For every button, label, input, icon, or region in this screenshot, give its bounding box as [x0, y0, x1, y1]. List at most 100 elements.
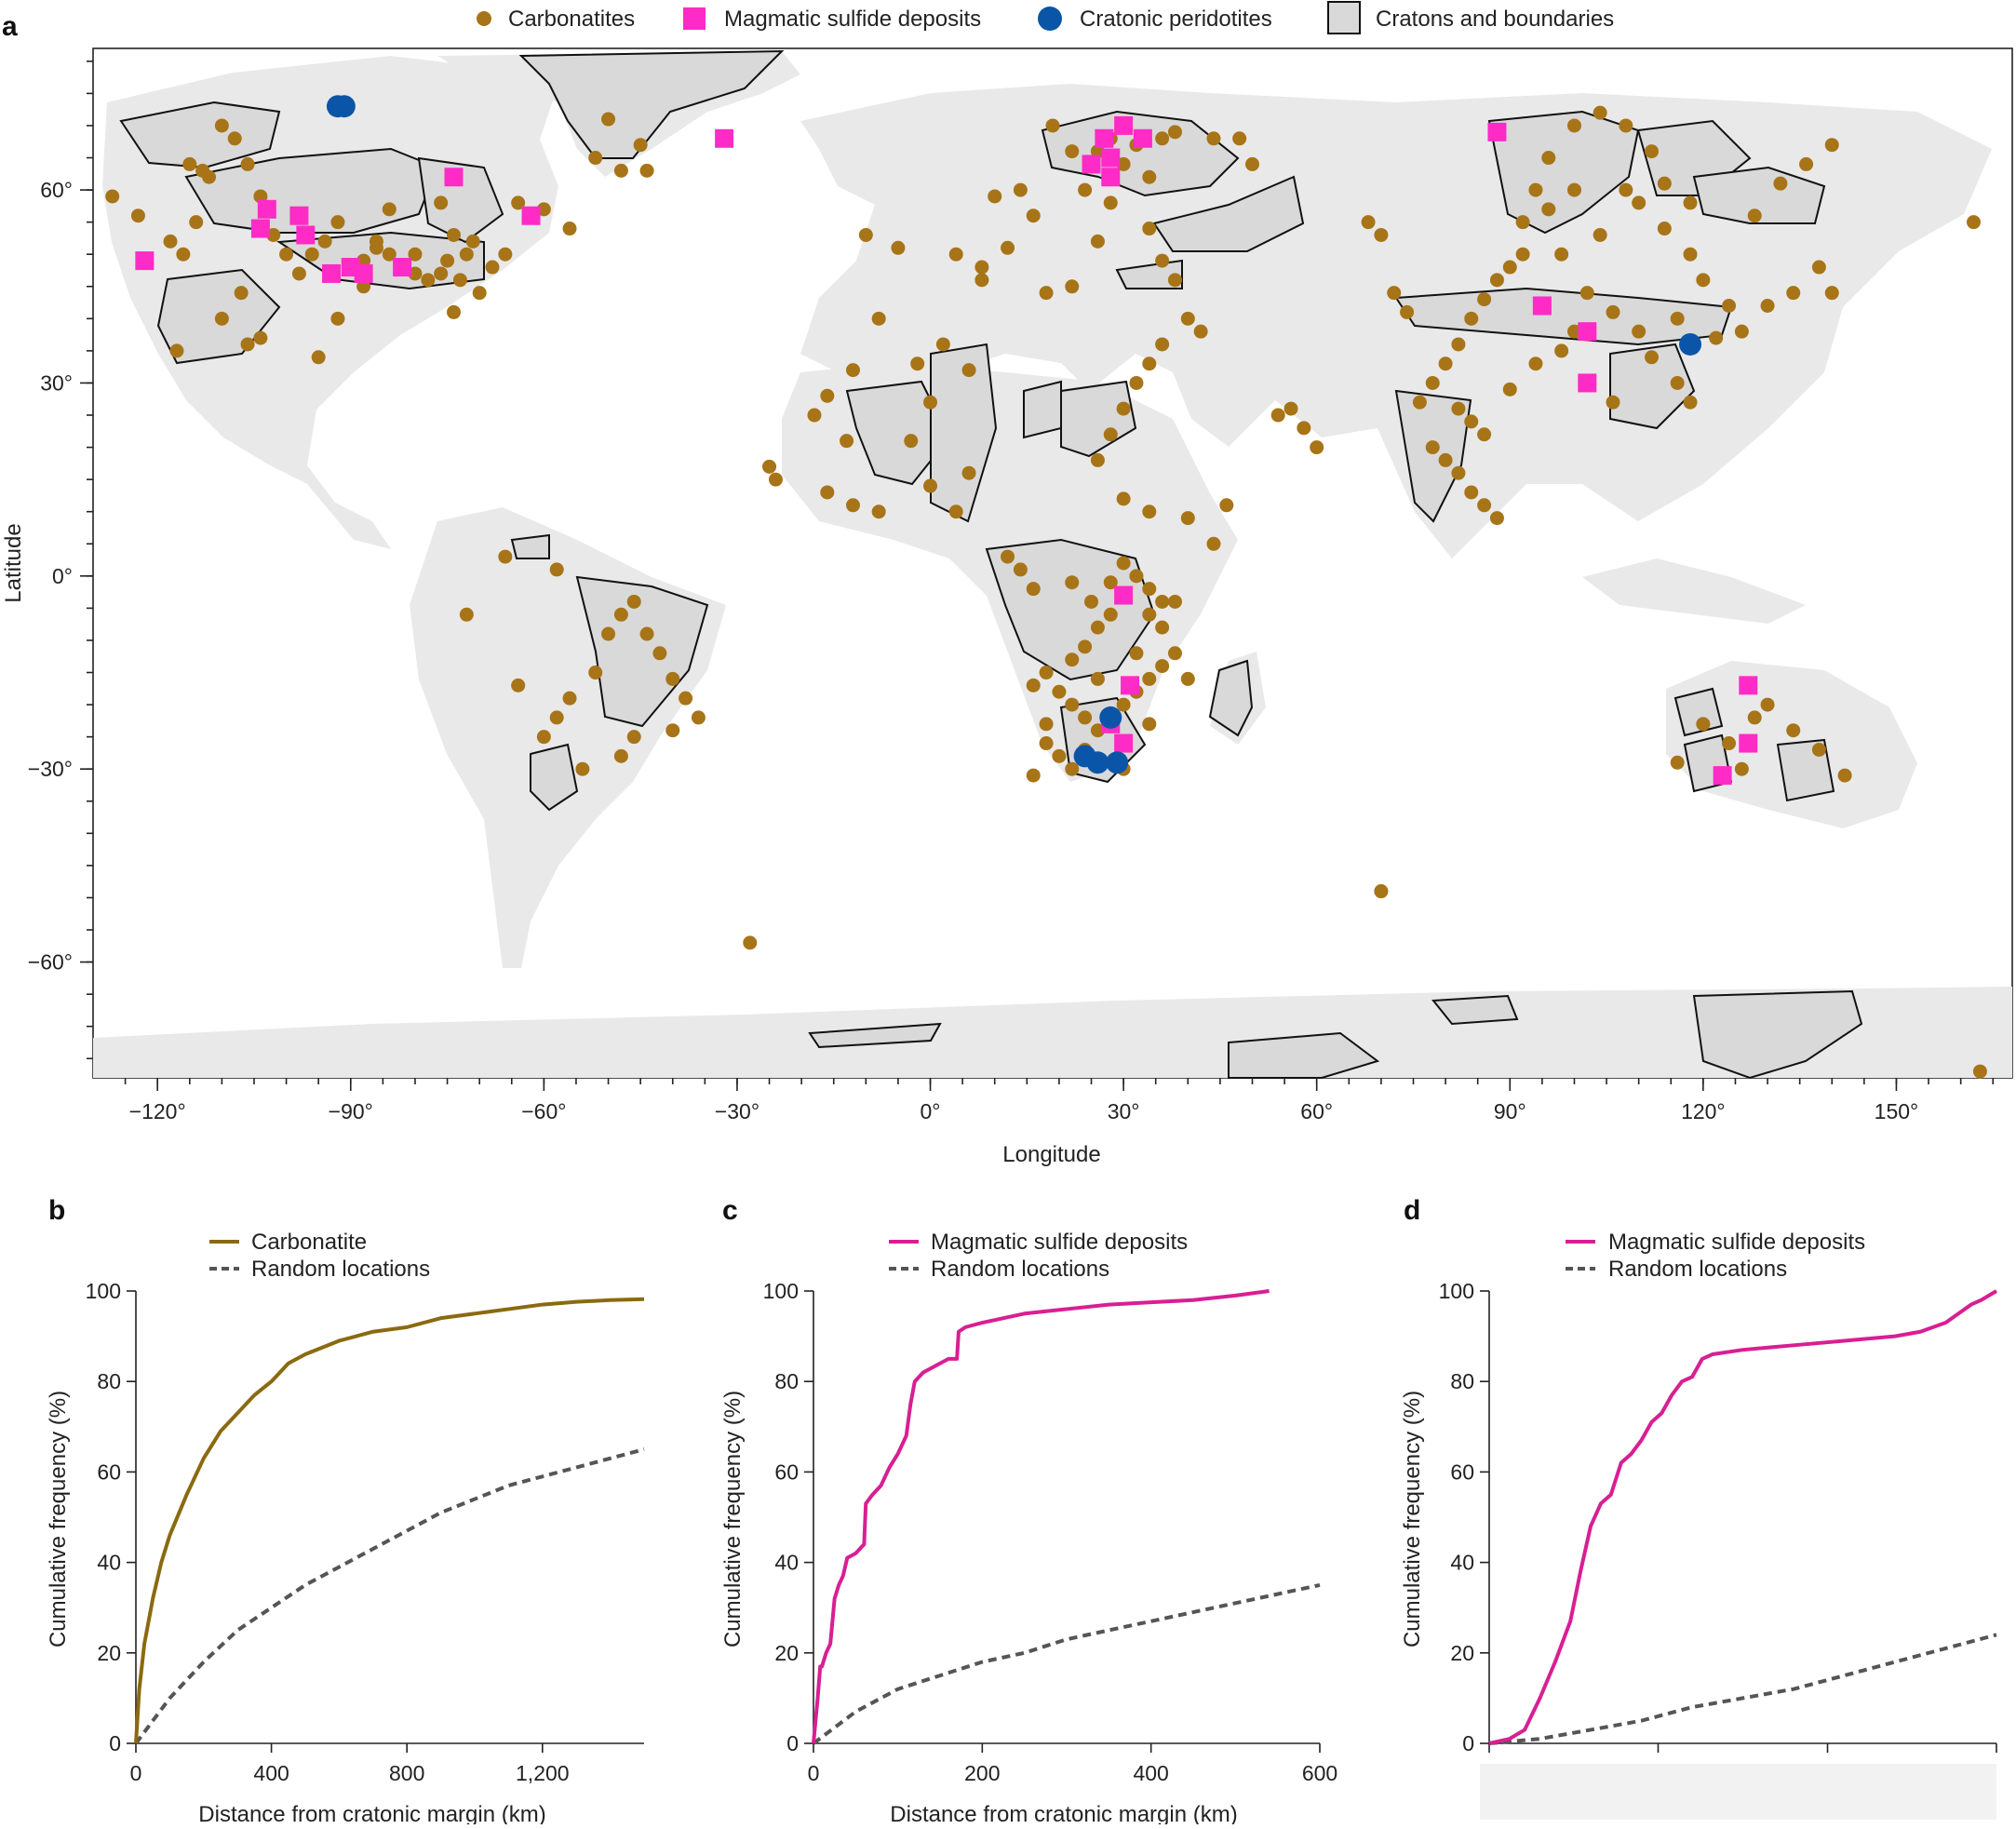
panel-b-xtick-label: 0	[130, 1761, 142, 1785]
panel-a: a Carbonatites Magmatic sulfide deposits…	[1, 1, 2013, 1167]
carbonatite-point	[1645, 350, 1660, 365]
carbonatite-point	[1709, 330, 1724, 345]
carbonatite-point	[1116, 491, 1131, 506]
carbonatite-point	[1129, 375, 1144, 390]
carbonatite-point	[1657, 176, 1672, 191]
carbonatite-point	[961, 363, 976, 378]
carbonatite-point	[1400, 304, 1415, 319]
carbonatite-point	[1013, 182, 1028, 197]
carbonatite-point	[1142, 671, 1157, 686]
carbonatite-point	[910, 356, 925, 371]
carbonatite-point	[1579, 286, 1594, 301]
sulfide-deposit-point	[1121, 676, 1140, 695]
craton-aldan	[1692, 166, 1826, 224]
legend-craton-label: Cratons and boundaries	[1376, 7, 1614, 32]
carbonatite-point	[1116, 556, 1131, 571]
craton-madagascar	[1208, 659, 1254, 737]
carbonatite-point	[214, 118, 229, 133]
carbonatite-point	[613, 607, 628, 622]
panel-b-ytick-label: 80	[97, 1369, 121, 1393]
carbonatite-point	[485, 260, 500, 275]
carbonatite-point	[1722, 736, 1737, 751]
carbonatite-point	[923, 395, 938, 410]
carbonatite-point	[182, 156, 197, 171]
map-xtick-label: −90°	[329, 1099, 373, 1123]
panel-b-ytick-label: 0	[109, 1731, 121, 1755]
carbonatite-point	[1129, 646, 1144, 661]
map-xtick-label: 90°	[1494, 1099, 1526, 1123]
map-ytick-label: −30°	[28, 757, 73, 781]
craton-amazon-north	[510, 533, 550, 559]
carbonatite-point	[446, 227, 461, 242]
panel-c-legend-random: Random locations	[931, 1257, 1109, 1282]
sulfide-deposit-point	[135, 251, 155, 271]
carbonatite-point	[1039, 286, 1054, 301]
peridotite-point	[332, 95, 356, 118]
carbonatite-point	[1489, 511, 1504, 526]
panel-d-letter: d	[1404, 1195, 1420, 1226]
panel-b-xtick-label: 400	[253, 1761, 289, 1785]
panel-b-xtick-label: 1,200	[516, 1761, 570, 1785]
carbonatite-point	[1129, 569, 1144, 584]
carbonatite-point	[1619, 182, 1633, 197]
carbonatite-point	[356, 279, 371, 294]
carbonatite-point	[1219, 498, 1234, 513]
panel-d-main-line	[1488, 1289, 1998, 1745]
carbonatite-point	[1528, 182, 1543, 197]
carbonatite-point	[948, 504, 963, 519]
panel-c-xlabel: Distance from cratonic margin (km)	[890, 1802, 1237, 1824]
carbonatite-point	[1425, 440, 1440, 455]
carbonatite-point	[1090, 144, 1105, 159]
map-ytick-label: 60°	[40, 178, 73, 202]
carbonatite-point	[768, 472, 783, 487]
carbonatite-point	[1284, 401, 1298, 416]
map-xtick-label: −120°	[129, 1099, 186, 1123]
panel-b-ytick-label: 40	[97, 1551, 121, 1575]
panel-d-ytick-label: 0	[1462, 1731, 1474, 1755]
carbonatite-point	[1001, 549, 1015, 564]
craton-congo	[985, 538, 1156, 681]
carbonatite-point	[1566, 324, 1581, 339]
carbonatite-point	[536, 730, 551, 745]
craton-antarctica-1	[808, 1022, 942, 1049]
panel-b: b Carbonatite Random locations Cumulativ…	[46, 1195, 645, 1827]
sulfide-deposit-point	[1114, 733, 1134, 753]
carbonatite-point	[382, 202, 396, 217]
carbonatite-point	[1464, 311, 1479, 326]
carbonatite-point	[1001, 240, 1015, 255]
panel-d-ytick-label: 40	[1450, 1551, 1474, 1575]
carbonatite-point	[1837, 768, 1852, 783]
carbonatite-point	[369, 234, 383, 249]
carbonatite-point	[330, 311, 345, 326]
sulfide-deposit-point	[1095, 128, 1114, 148]
carbonatite-point	[440, 253, 455, 268]
sulfide-deposit-point	[250, 219, 270, 238]
craton-pilbara	[1673, 687, 1724, 737]
carbonatite-point	[382, 247, 396, 262]
carbonatite-point	[1065, 144, 1080, 159]
carbonatite-point	[1026, 678, 1041, 693]
carbonatite-point	[904, 434, 919, 449]
carbonatite-point	[266, 227, 281, 242]
carbonatite-point	[311, 350, 326, 365]
carbonatite-point	[1142, 607, 1157, 622]
carbonatite-point	[1747, 208, 1762, 223]
legend-sulfide-label: Magmatic sulfide deposits	[724, 7, 981, 32]
legend-carbonatite-symbol	[477, 11, 491, 26]
sulfide-deposit-point	[1133, 128, 1152, 148]
map-ytick-label: 0°	[52, 564, 73, 588]
carbonatite-point	[1477, 498, 1492, 513]
carbonatite-point	[840, 434, 854, 449]
carbonatite-point	[1232, 131, 1247, 146]
carbonatite-point	[1451, 465, 1466, 480]
carbonatite-point	[1425, 375, 1440, 390]
carbonatite-point	[988, 189, 1002, 204]
carbonatite-point	[601, 626, 616, 641]
panel-d-ylabel: Cumulative frequency (%)	[1400, 1391, 1425, 1647]
carbonatite-point	[1155, 594, 1170, 609]
carbonatite-point	[1747, 710, 1762, 725]
carbonatite-point	[1310, 440, 1324, 455]
carbonatite-point	[234, 286, 249, 301]
carbonatite-point	[1515, 215, 1530, 230]
panel-c-letter: c	[722, 1195, 738, 1226]
